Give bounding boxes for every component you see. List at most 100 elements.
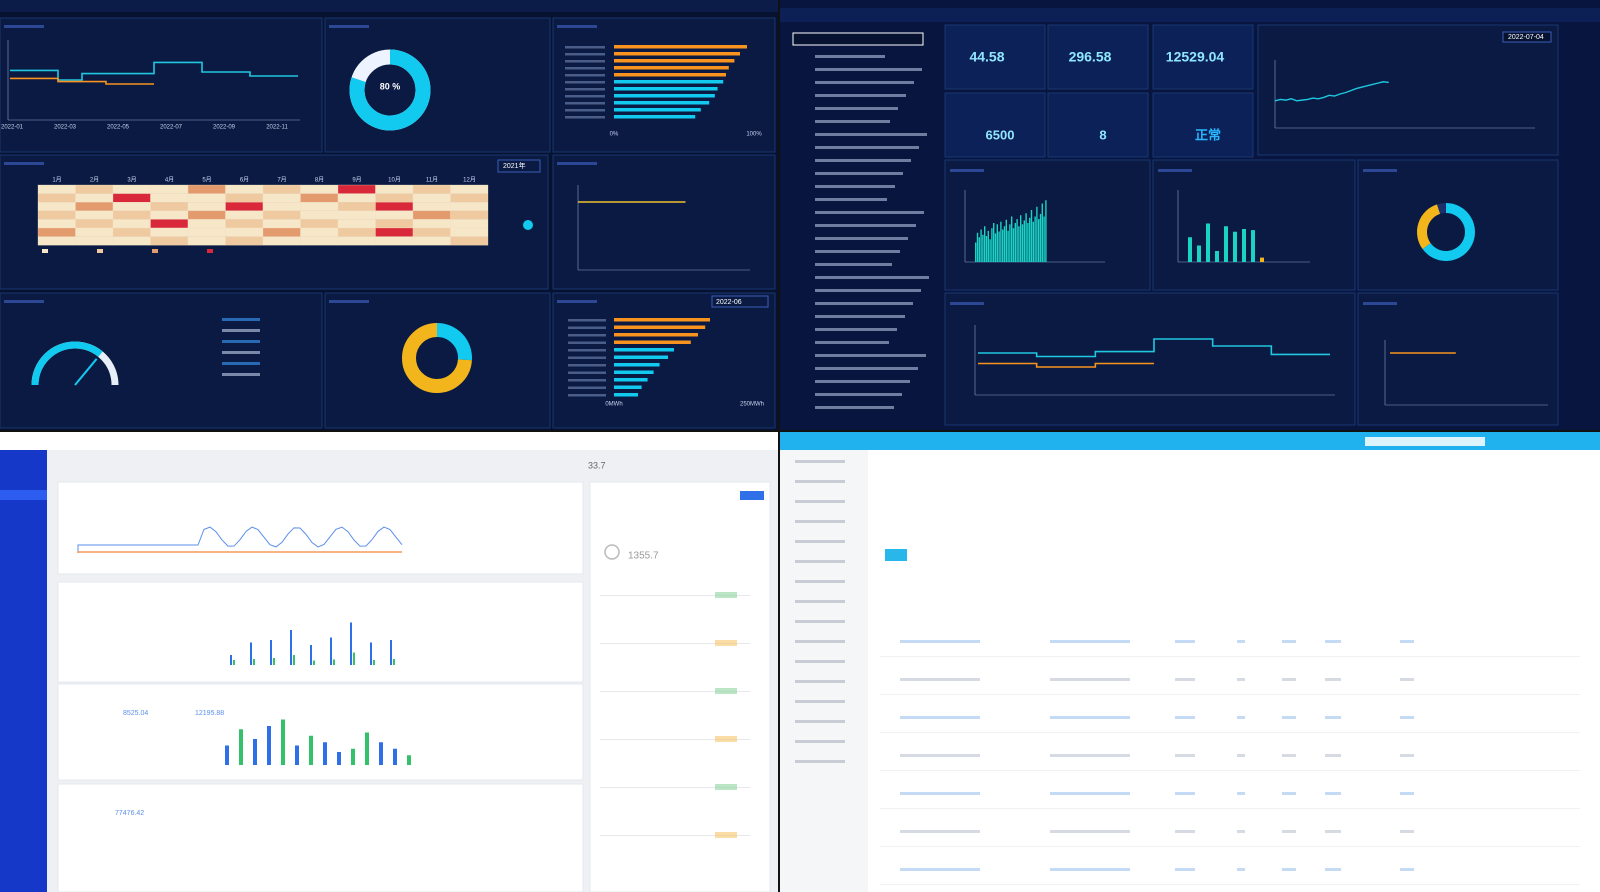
heat-cell [37, 227, 76, 237]
tree-item [815, 224, 916, 227]
cell-text [1400, 792, 1414, 795]
bar [975, 242, 977, 262]
year-select: 2021年 [503, 161, 526, 170]
tree-item [815, 159, 911, 162]
legend-swatch [42, 249, 48, 253]
bar [225, 745, 229, 765]
menu-item [795, 700, 845, 703]
month-label: 7月 [277, 177, 286, 184]
bar [295, 745, 299, 765]
cell-text [900, 830, 980, 833]
heat-cell [412, 219, 451, 229]
bar [323, 742, 327, 765]
search[interactable] [1365, 437, 1485, 446]
label-placeholder [568, 379, 606, 382]
text-placeholder [222, 351, 260, 354]
panel [1357, 292, 1559, 426]
label-placeholder [565, 74, 605, 77]
cell-text [1282, 678, 1296, 681]
tree-item [815, 250, 900, 253]
cell-text [900, 868, 980, 871]
heat-cell [150, 236, 189, 246]
heat-cell [225, 236, 264, 246]
heat-cell [225, 184, 264, 194]
label-placeholder [565, 95, 605, 98]
row-divider [880, 808, 1580, 809]
trend-line [77, 551, 402, 553]
label-placeholder [565, 53, 605, 56]
bar [1023, 220, 1025, 262]
heat-cell [450, 184, 489, 194]
bar [1215, 251, 1219, 262]
heat-cell [150, 219, 189, 229]
nav-next[interactable] [523, 220, 533, 230]
search-box[interactable] [792, 32, 924, 46]
bar [1029, 217, 1031, 262]
month-label: 1月 [52, 177, 61, 184]
label-placeholder [568, 319, 606, 322]
bar [351, 748, 355, 765]
bar [253, 739, 257, 765]
tab-button[interactable] [885, 549, 907, 561]
heat-cell [375, 202, 414, 211]
button[interactable] [740, 491, 764, 500]
tag [715, 688, 737, 694]
bar [614, 385, 642, 389]
heat-cell [225, 210, 264, 220]
bar [1036, 206, 1038, 262]
menu-item [795, 640, 845, 643]
legend-swatch [152, 249, 158, 253]
label-placeholder [568, 386, 606, 389]
panel [552, 17, 776, 153]
heat-cell [37, 236, 76, 246]
heat-cell [150, 184, 189, 194]
tag [715, 640, 737, 646]
panel [0, 17, 323, 153]
cell-text [1400, 830, 1414, 833]
bar [989, 239, 991, 262]
panel [552, 154, 776, 290]
panel [324, 292, 551, 429]
heat-cell [337, 184, 376, 194]
month-label: 12月 [463, 177, 476, 184]
panel [1357, 159, 1559, 291]
kpi-value: 6500 [986, 127, 1015, 142]
label-placeholder [568, 371, 606, 374]
cell-text [1050, 754, 1130, 757]
heat-cell [37, 193, 76, 203]
bar [614, 52, 740, 56]
heat-cell [337, 236, 376, 246]
label-placeholder [568, 394, 606, 397]
tree-item [815, 120, 890, 123]
panel-title [1363, 169, 1397, 172]
bar [614, 348, 674, 352]
panel [944, 159, 1151, 291]
tree-item [815, 276, 929, 279]
bar [1007, 230, 1009, 262]
panel [57, 683, 584, 781]
bar [614, 59, 735, 63]
tree-item [815, 393, 902, 396]
tree-item [815, 406, 894, 409]
menu-item [795, 720, 845, 723]
breadcrumb [0, 0, 778, 12]
bar [614, 370, 654, 374]
total: 77476.42 [115, 810, 144, 817]
panel [552, 292, 776, 429]
x-tick-label: 2022-07 [160, 125, 183, 131]
bar [253, 659, 255, 665]
tree-item [815, 211, 924, 214]
menu-item [795, 560, 845, 563]
heat-cell [225, 202, 264, 211]
bar [614, 355, 668, 359]
bar [993, 223, 995, 262]
donut-label: 80 % [380, 81, 401, 91]
cell-text [1050, 640, 1130, 643]
bar [1020, 215, 1022, 262]
label-placeholder [568, 326, 606, 329]
bar [614, 80, 724, 84]
step-line [10, 77, 154, 85]
bar [1251, 230, 1255, 262]
month-label: 9月 [352, 177, 361, 184]
bar [293, 655, 295, 665]
